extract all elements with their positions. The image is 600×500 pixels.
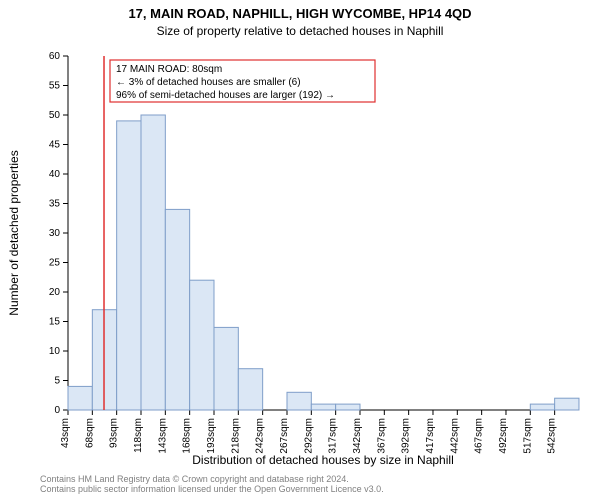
svg-text:← 3% of detached houses are sm: ← 3% of detached houses are smaller (6) xyxy=(116,77,301,88)
svg-text:542sqm: 542sqm xyxy=(547,418,558,454)
svg-text:68sqm: 68sqm xyxy=(84,418,95,448)
svg-text:492sqm: 492sqm xyxy=(498,418,509,454)
svg-text:467sqm: 467sqm xyxy=(474,418,485,454)
svg-text:43sqm: 43sqm xyxy=(60,418,71,448)
svg-text:50: 50 xyxy=(49,110,61,121)
svg-text:30: 30 xyxy=(49,228,61,239)
svg-text:35: 35 xyxy=(49,199,61,210)
footer-line: Contains HM Land Registry data © Crown c… xyxy=(40,474,384,484)
svg-text:15: 15 xyxy=(49,317,61,328)
x-axis-label: Distribution of detached houses by size … xyxy=(192,453,453,467)
svg-text:517sqm: 517sqm xyxy=(522,418,533,454)
svg-text:342sqm: 342sqm xyxy=(352,418,363,454)
svg-text:118sqm: 118sqm xyxy=(133,418,144,453)
svg-text:25: 25 xyxy=(49,258,61,269)
svg-text:218sqm: 218sqm xyxy=(230,418,241,454)
svg-text:242sqm: 242sqm xyxy=(255,418,266,454)
svg-text:367sqm: 367sqm xyxy=(376,418,387,454)
svg-text:40: 40 xyxy=(49,169,61,180)
svg-text:93sqm: 93sqm xyxy=(109,418,120,448)
footer-attribution: Contains HM Land Registry data © Crown c… xyxy=(40,474,384,494)
svg-text:317sqm: 317sqm xyxy=(328,418,339,454)
annotation-box: 17 MAIN ROAD: 80sqm ← 3% of detached hous… xyxy=(110,60,375,102)
svg-text:193sqm: 193sqm xyxy=(206,418,217,454)
svg-text:143sqm: 143sqm xyxy=(157,418,168,454)
svg-text:0: 0 xyxy=(54,405,60,416)
svg-text:17 MAIN ROAD: 80sqm: 17 MAIN ROAD: 80sqm xyxy=(116,64,222,75)
footer-line: Contains public sector information licen… xyxy=(40,484,384,494)
svg-text:96% of semi-detached houses ar: 96% of semi-detached houses are larger (… xyxy=(116,90,335,101)
svg-text:5: 5 xyxy=(54,376,60,387)
svg-text:392sqm: 392sqm xyxy=(401,418,412,454)
svg-text:417sqm: 417sqm xyxy=(425,418,436,454)
svg-text:267sqm: 267sqm xyxy=(279,418,290,454)
svg-text:292sqm: 292sqm xyxy=(303,418,314,454)
y-axis-label: Number of detached properties xyxy=(7,150,21,315)
svg-text:45: 45 xyxy=(49,140,61,151)
histogram-chart: 0 5 10 15 20 25 30 35 40 45 50 55 60 43sqm 68sqm 93sqm… xyxy=(0,0,600,500)
svg-text:20: 20 xyxy=(49,287,61,298)
svg-text:168sqm: 168sqm xyxy=(182,418,193,454)
svg-text:60: 60 xyxy=(49,51,61,62)
svg-text:442sqm: 442sqm xyxy=(449,418,460,454)
svg-text:55: 55 xyxy=(49,81,61,92)
svg-text:10: 10 xyxy=(49,346,61,357)
